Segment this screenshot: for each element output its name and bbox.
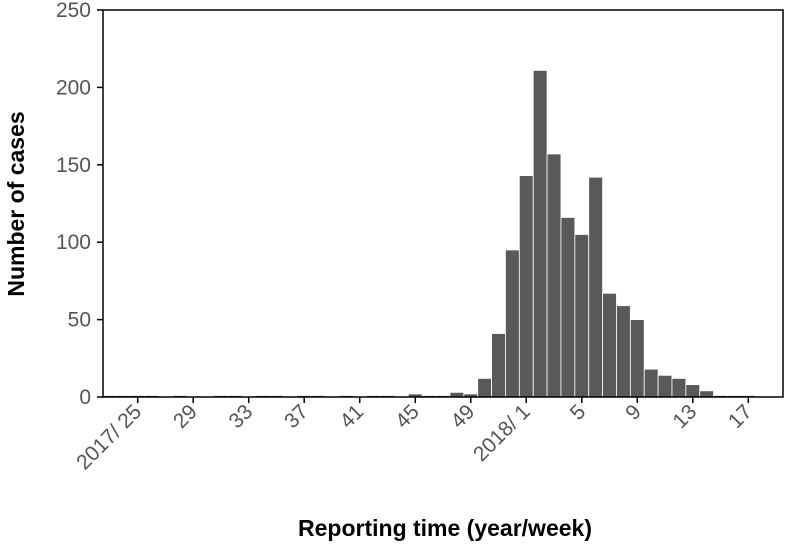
bar xyxy=(491,333,506,398)
bar xyxy=(477,378,492,398)
x-tick-label: 9 xyxy=(621,400,646,425)
bar xyxy=(657,374,673,398)
x-tick-label: 13 xyxy=(669,400,702,433)
x-tick-label: 5 xyxy=(566,400,591,425)
bar xyxy=(685,384,701,398)
y-tick-label: 200 xyxy=(56,76,91,99)
x-tick-label: 29 xyxy=(169,400,202,433)
x-tick-label: 49 xyxy=(447,400,480,433)
y-tick-label: 100 xyxy=(56,231,91,254)
bar xyxy=(588,176,603,398)
bar xyxy=(699,390,715,398)
y-axis-title: Number of cases xyxy=(3,111,29,296)
bar xyxy=(546,153,562,398)
x-axis-title: Reporting time (year/week) xyxy=(298,515,592,541)
y-tick-label: 150 xyxy=(56,154,91,177)
x-tick-label: 41 xyxy=(335,400,368,433)
y-tick-label: 0 xyxy=(79,386,91,409)
bar xyxy=(671,378,687,398)
plot-frame xyxy=(102,9,784,398)
x-tick-label: 17 xyxy=(724,400,757,433)
bar xyxy=(505,249,520,398)
bar xyxy=(560,217,576,398)
bar xyxy=(643,368,659,398)
bar xyxy=(532,69,548,398)
x-tick-label: 2018/ 1 xyxy=(469,400,535,466)
x-tick-label: 2017/ 25 xyxy=(72,400,146,474)
bar xyxy=(629,319,645,398)
x-tick-label: 37 xyxy=(280,400,313,433)
bar xyxy=(602,292,617,398)
y-tick-label: 250 xyxy=(56,0,91,22)
y-tick-label: 50 xyxy=(68,309,91,332)
bar xyxy=(574,234,590,398)
x-tick-label: 33 xyxy=(224,400,257,433)
bar xyxy=(616,305,631,398)
x-tick-label: 45 xyxy=(391,400,424,433)
bar xyxy=(518,175,534,398)
